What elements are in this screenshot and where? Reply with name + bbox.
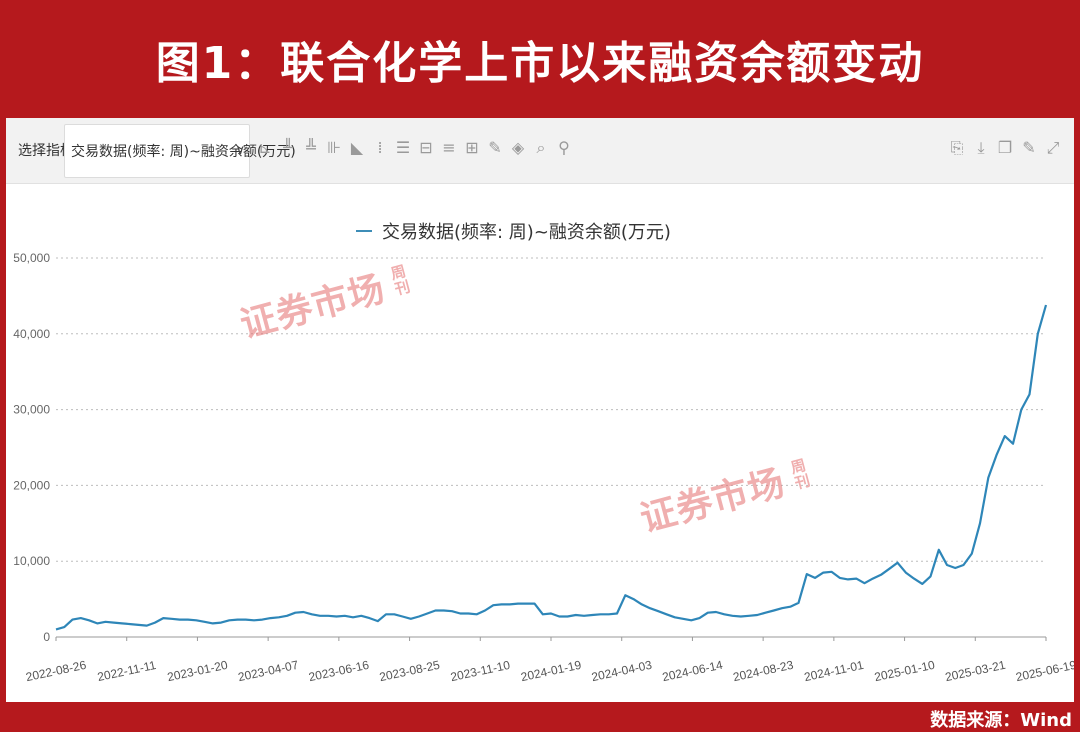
chart-area: 0 10,000 20,000 30,000 40,000 50,000 2022-08-2… (6, 184, 1074, 702)
x-tick-label: 2024-01-19 (520, 658, 583, 685)
export-icon[interactable]: ⎘ (950, 138, 964, 157)
x-tick-label: 2024-08-23 (732, 658, 795, 685)
x-tick-label: 2023-08-25 (378, 658, 441, 685)
legend[interactable]: 交易数据(频率: 周)~融资余额(万元) (356, 218, 671, 244)
indicator-label: 选择指标 (18, 143, 74, 159)
x-tick-label: 2023-06-16 (307, 658, 370, 685)
y-tick-label: 20,000 (13, 478, 50, 492)
column-icon[interactable]: ⊪ (327, 138, 341, 157)
toolbar: 选择指标 交易数据(频率: 周)~融资余额(万元) ∨ ⊾ ╨ ╩ ⊪ ◣ ⁞ ☰ ⊟ ≡ ⊞ ✎ ◈… (6, 118, 1074, 184)
search-icon[interactable]: ⌕ (536, 138, 546, 157)
copy-icon[interactable]: ❐ (997, 138, 1013, 157)
marker-icon[interactable]: ◈ (511, 138, 525, 157)
y-tick-label: 50,000 (13, 251, 50, 265)
list-icon[interactable]: ≡ (442, 138, 456, 157)
x-tick-label: 2023-01-20 (166, 658, 229, 685)
legend-label: 交易数据(频率: 周)~融资余额(万元) (382, 222, 671, 243)
y-tick-label: 0 (43, 630, 50, 644)
range-bar-icon[interactable]: ⊟ (419, 138, 433, 157)
x-tick-label: 2024-04-03 (590, 658, 653, 685)
y-tick-label: 30,000 (13, 403, 50, 417)
chart-panel: 选择指标 交易数据(频率: 周)~融资余额(万元) ∨ ⊾ ╨ ╩ ⊪ ◣ ⁞ ☰ ⊟ ≡ ⊞ ✎ ◈… (6, 118, 1074, 702)
x-tick-label: 2025-03-21 (944, 658, 1007, 685)
legend-swatch (356, 230, 372, 232)
edit-icon[interactable]: ✎ (488, 138, 502, 157)
x-tick-label: 2024-11-01 (803, 658, 865, 684)
bar-chart-icon[interactable]: ╨ (283, 138, 293, 157)
x-tick-label: 2025-01-10 (873, 658, 936, 685)
chart-type-icons: ⊾ ╨ ╩ ⊪ ◣ ⁞ ☰ ⊟ ≡ ⊞ ✎ ◈ ⌕ ⚲ (256, 136, 573, 160)
x-tick-label: 2025-06-19 (1015, 658, 1074, 685)
x-tick-label: 2023-11-10 (449, 658, 511, 684)
edit-icon[interactable]: ✎ (1022, 138, 1036, 157)
scatter-icon[interactable]: ⁞ (377, 138, 383, 157)
indicator-select-value: 交易数据(频率: 周)~融资余额(万元) (71, 144, 296, 160)
y-tick-label: 40,000 (13, 327, 50, 341)
y-tick-label: 10,000 (13, 554, 50, 568)
chevron-down-icon: ∨ (235, 143, 245, 158)
x-tick-label: 2023-04-07 (237, 658, 300, 685)
x-tick-label: 2024-06-14 (661, 658, 724, 685)
series-line (55, 304, 1048, 631)
page-title: 图1：联合化学上市以来融资余额变动 (155, 38, 925, 89)
line-chart-icon[interactable]: ⊾ (258, 138, 272, 157)
horizontal-bar-icon[interactable]: ☰ (395, 138, 411, 157)
download-icon[interactable]: ⤓ (977, 138, 985, 157)
table-icon[interactable]: ⊞ (465, 138, 479, 157)
title-bar: 图1：联合化学上市以来融资余额变动 (0, 0, 1080, 118)
line-chart: 0 10,000 20,000 30,000 40,000 50,000 2022-08-2… (13, 251, 1074, 685)
fullscreen-icon[interactable]: ⤢ (1046, 138, 1060, 157)
area-chart-icon[interactable]: ◣ (350, 138, 364, 157)
link-icon[interactable]: ⚲ (558, 138, 570, 157)
source-note: 数据来源：Wind (930, 710, 1072, 731)
stacked-bar-icon[interactable]: ╩ (306, 138, 316, 157)
indicator-select[interactable]: 交易数据(频率: 周)~融资余额(万元) ∨ (64, 124, 296, 178)
x-tick-label: 2022-08-26 (25, 658, 88, 685)
x-tick-label: 2022-11-11 (96, 658, 158, 684)
toolbar-actions: ⎘ ⤓ ❐ ✎ ⤢ (948, 136, 1062, 160)
